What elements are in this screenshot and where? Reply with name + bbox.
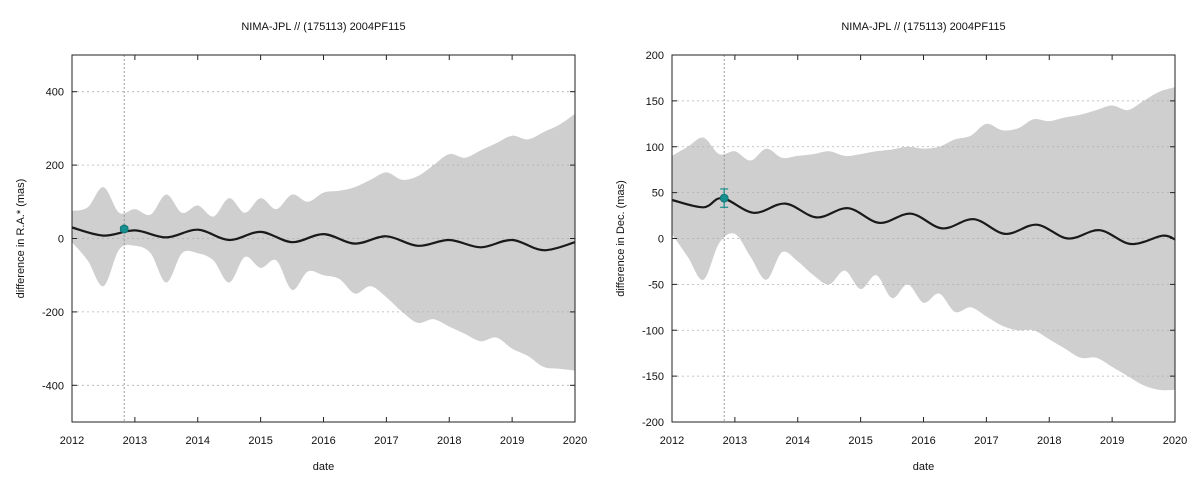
chart-2-y-axis-label: difference in Dec. (mas) bbox=[615, 180, 627, 297]
chart-1-x-tick-label: 2019 bbox=[500, 435, 524, 447]
dec-chart-panel: NIMA-JPL // (175113) 2004PF115 2012 2013 20… bbox=[615, 21, 1187, 473]
chart-1-observation-point bbox=[119, 224, 129, 234]
chart-2-observation-point bbox=[719, 193, 729, 203]
chart-1-x-axis-label: date bbox=[313, 461, 334, 473]
chart-2-y-tick-label: -200 bbox=[642, 417, 664, 429]
chart-1-x-tick-label: 2017 bbox=[374, 435, 398, 447]
chart-2-x-tick-label: 2017 bbox=[974, 435, 998, 447]
chart-1-x-tick-label: 2018 bbox=[437, 435, 461, 447]
chart-1-title: NIMA-JPL // (175113) 2004PF115 bbox=[241, 21, 405, 33]
chart-1-y-tick-label: 200 bbox=[46, 160, 64, 172]
chart-1-x-tick-label: 2020 bbox=[563, 435, 587, 447]
ra-chart-panel: NIMA-JPL // (175113) 2004PF115 2012 2013 20… bbox=[15, 21, 587, 473]
chart-1-x-tick-label: 2012 bbox=[60, 435, 84, 447]
chart-2-title: NIMA-JPL // (175113) 2004PF115 bbox=[841, 21, 1005, 33]
chart-2-prediction-line bbox=[671, 196, 1176, 246]
chart-2-y-tick-label: 200 bbox=[646, 50, 664, 62]
chart-2-x-tick-label: 2012 bbox=[660, 435, 684, 447]
chart-1-y-tick-label: -200 bbox=[42, 307, 64, 319]
chart-2-x-tick-label: 2018 bbox=[1037, 435, 1061, 447]
chart-2-y-tick-label: 100 bbox=[646, 142, 664, 154]
chart-2-x-tick-label: 2016 bbox=[911, 435, 935, 447]
chart-2-y-tick-label: -50 bbox=[648, 279, 664, 291]
chart-1-x-tick-label: 2013 bbox=[123, 435, 147, 447]
chart-2-y-tick-label: 0 bbox=[658, 234, 664, 246]
chart-1-y-tick-label: -400 bbox=[42, 380, 64, 392]
chart-2-x-tick-label: 2014 bbox=[786, 435, 810, 447]
chart-1-y-tick-label: 0 bbox=[58, 234, 64, 246]
chart-1-x-tick-label: 2016 bbox=[311, 435, 335, 447]
chart-2-y-tick-label: -100 bbox=[642, 325, 664, 337]
chart-2-y-tick-label: -150 bbox=[642, 371, 664, 383]
chart-2-y-tick-label: 50 bbox=[652, 188, 664, 200]
chart-2-x-tick-label: 2019 bbox=[1100, 435, 1124, 447]
chart-1-y-tick-label: 400 bbox=[46, 87, 64, 99]
chart-1-uncertainty-band bbox=[72, 113, 575, 371]
chart-2-x-tick-label: 2013 bbox=[723, 435, 747, 447]
chart-2-y-tick-label: 150 bbox=[646, 96, 664, 108]
chart-2-x-axis-label: date bbox=[913, 461, 934, 473]
chart-2-x-tick-label: 2020 bbox=[1163, 435, 1187, 447]
chart-1-prediction-line bbox=[71, 226, 576, 252]
chart-1-x-tick-label: 2015 bbox=[248, 435, 272, 447]
chart-1-y-axis-label: difference in R.A.* (mas) bbox=[15, 179, 27, 299]
chart-2-x-tick-label: 2015 bbox=[848, 435, 872, 447]
chart-1-x-tick-label: 2014 bbox=[186, 435, 210, 447]
